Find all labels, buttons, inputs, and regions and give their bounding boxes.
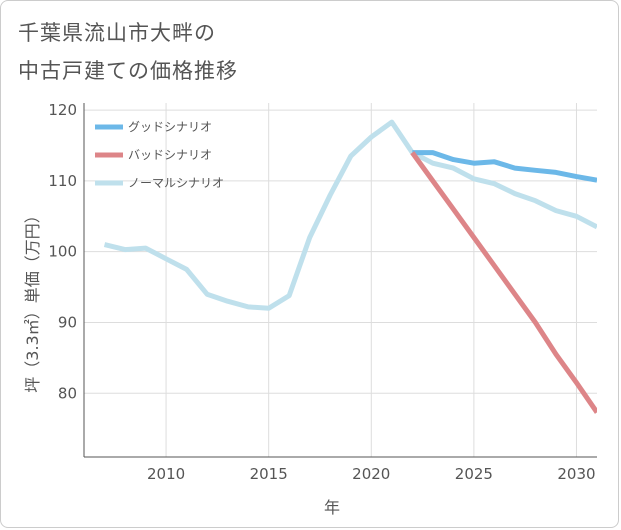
y-tick-label-120: 120 (48, 101, 77, 119)
series-line-good (412, 150, 597, 183)
y-tick-label-80: 80 (58, 384, 77, 402)
y-tick-label-90: 90 (58, 313, 77, 331)
legend-label-bad: バッドシナリオ (128, 148, 212, 162)
x-tick-label-2025: 2025 (455, 465, 493, 483)
chart-title: 千葉県流山市大畔の 中古戸建ての価格推移 (18, 14, 438, 90)
y-tick-label-110: 110 (48, 172, 77, 190)
x-axis-title: 年 (324, 498, 340, 517)
series-line-normal (103, 119, 597, 311)
x-tick-label-2010: 2010 (147, 465, 185, 483)
chart-title-line-1: 千葉県流山市大畔の (18, 21, 216, 45)
y-axis-title: 坪（3.3㎡）単価（万円） (23, 207, 42, 392)
series-line-bad (410, 151, 597, 414)
chart-title-line-2: 中古戸建ての価格推移 (18, 59, 238, 83)
axes: 2010 2015 2020 2025 2030 80 90 100 110 120 (48, 101, 597, 483)
legend-label-normal: ノーマルシナリオ (128, 176, 224, 190)
x-tick-label-2030: 2030 (557, 465, 595, 483)
x-tick-label-2020: 2020 (352, 465, 390, 483)
x-tick-label-2015: 2015 (250, 465, 288, 483)
y-tick-label-100: 100 (48, 243, 77, 261)
legend-label-good: グッドシナリオ (128, 120, 212, 134)
series-lines (103, 119, 597, 414)
